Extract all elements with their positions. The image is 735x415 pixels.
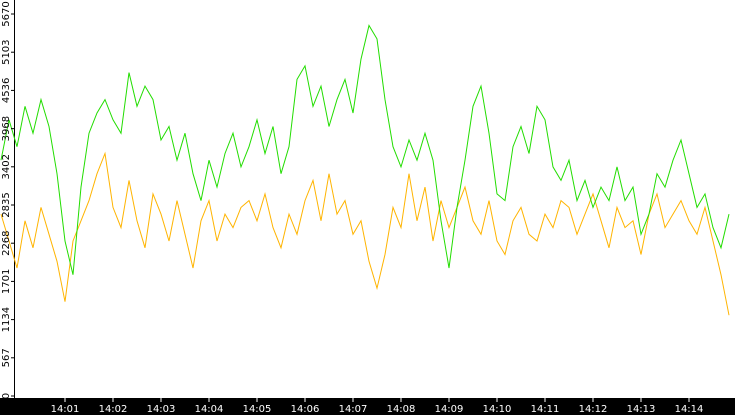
series-line xyxy=(0,24,730,275)
x-tick-label: 14:11 xyxy=(531,404,560,415)
x-tick-label: 14:14 xyxy=(675,404,704,415)
x-tick-label: 14:07 xyxy=(339,404,368,415)
x-tick-label: 14:08 xyxy=(387,404,416,415)
y-tick-label: 2268 xyxy=(1,230,12,255)
x-axis-strip xyxy=(0,398,735,415)
x-tick-label: 14:10 xyxy=(483,404,512,415)
y-tick-label: 5670 xyxy=(1,1,12,26)
x-tick-label: 14:02 xyxy=(99,404,128,415)
y-tick-label: 4536 xyxy=(1,78,12,103)
y-tick-label: 3402 xyxy=(1,154,12,179)
y-tick-label: 1701 xyxy=(1,269,12,294)
x-tick-label: 14:01 xyxy=(51,404,80,415)
x-tick-label: 14:06 xyxy=(291,404,320,415)
y-tick-label: 3968 xyxy=(1,116,12,141)
x-tick-label: 14:05 xyxy=(243,404,272,415)
y-tick-label: 0 xyxy=(1,393,12,399)
y-tick-label: 5103 xyxy=(1,39,12,64)
series-line xyxy=(0,151,730,316)
y-tick-label: 567 xyxy=(1,348,12,367)
y-tick-label: 2835 xyxy=(1,192,12,217)
y-tick-label: 1134 xyxy=(1,307,12,332)
x-tick-label: 14:13 xyxy=(627,404,656,415)
x-tick-label: 14:04 xyxy=(195,404,224,415)
x-tick-label: 14:03 xyxy=(147,404,176,415)
x-tick-label: 14:09 xyxy=(435,404,464,415)
x-tick-label: 14:12 xyxy=(579,404,608,415)
